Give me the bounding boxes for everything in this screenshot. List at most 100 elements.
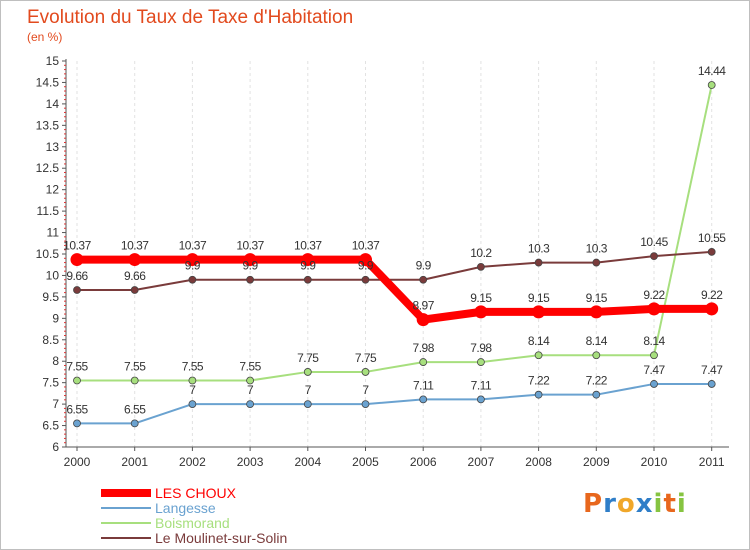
data-label: 8.14 [643, 334, 665, 348]
logo-letter: x [635, 489, 654, 519]
data-label: 7.55 [66, 360, 88, 374]
data-label: 7.22 [586, 374, 608, 388]
data-label: 8.97 [413, 299, 435, 313]
series-point [474, 305, 488, 319]
series-point [650, 380, 658, 388]
series-point [243, 253, 257, 267]
logo-letter: i [653, 489, 664, 519]
series-point [188, 400, 197, 409]
series-point [534, 258, 543, 267]
x-tick-label: 2010 [641, 455, 668, 469]
series-point [707, 380, 716, 388]
x-tick-label: 2001 [121, 455, 148, 469]
x-tick-label: 2006 [410, 455, 437, 469]
data-label: 7.22 [528, 374, 550, 388]
series-point [534, 390, 543, 399]
series-point [301, 253, 315, 267]
data-label: 7.55 [182, 360, 204, 374]
logo-letter: P [583, 489, 604, 519]
data-label: 7 [362, 383, 369, 397]
x-tick-label: 2000 [64, 455, 91, 469]
chart-unit-label: (en %) [27, 30, 63, 44]
series-point [419, 358, 428, 366]
series-point [650, 252, 658, 261]
data-label: 7 [247, 383, 254, 397]
series-line-0 [73, 255, 716, 324]
series-point [532, 305, 546, 319]
y-tick-label: 9.5 [42, 290, 59, 304]
chart-title: Evolution du Taux de Taxe d'Habitation [27, 7, 354, 28]
legend-item: Langesse [101, 500, 361, 516]
series-point [707, 247, 716, 256]
x-tick-label: 2007 [468, 455, 495, 469]
x-tick-label: 2005 [352, 455, 379, 469]
series-point [188, 275, 197, 284]
data-label: 7.75 [297, 351, 319, 365]
data-label: 10.2 [470, 246, 492, 260]
x-tick-label: 2008 [525, 455, 552, 469]
data-label: 10.3 [528, 242, 550, 256]
series-point [592, 258, 601, 267]
series-point [303, 275, 312, 284]
x-tick-label: 2004 [294, 455, 321, 469]
y-tick-label: 14.5 [36, 75, 60, 89]
data-label: 7 [189, 383, 196, 397]
data-label: 9.15 [528, 291, 550, 305]
data-label: 10.3 [586, 242, 608, 256]
series-point [130, 376, 139, 385]
data-label: 9.22 [701, 288, 723, 302]
data-label: 9.9 [185, 259, 201, 273]
legend-swatch [101, 507, 151, 509]
data-label: 9.66 [124, 269, 146, 283]
logo-letter: o [616, 489, 636, 519]
logo-letter: i [676, 489, 687, 519]
series-point [707, 81, 716, 89]
y-tick-label: 6.5 [42, 419, 59, 433]
data-label: 10.37 [294, 239, 322, 253]
logo-letter: r [603, 489, 617, 519]
data-label: 9.9 [243, 259, 259, 273]
series-point [246, 400, 255, 409]
data-label: 9.9 [416, 259, 432, 273]
data-label: 6.55 [124, 402, 146, 416]
series-point [476, 358, 485, 366]
logo-letter: t [663, 489, 677, 519]
legend-swatch [101, 522, 151, 524]
series-point [246, 275, 255, 284]
series-point [647, 302, 661, 316]
y-tick-label: 12 [46, 183, 60, 197]
series-point [73, 376, 81, 385]
series-point [246, 376, 255, 385]
y-tick-label: 14 [46, 97, 60, 111]
data-label: 7.55 [124, 360, 146, 374]
proxiti-logo: Proxiti [583, 489, 687, 519]
series-point [303, 368, 312, 376]
data-label: 10.37 [352, 239, 380, 253]
legend-label: Boismorand [155, 515, 230, 531]
data-label: 10.37 [63, 239, 91, 253]
data-label: 7.47 [643, 363, 665, 377]
data-label: 7 [305, 383, 312, 397]
data-label: 7.47 [701, 363, 723, 377]
legend-label: Langesse [155, 500, 216, 516]
data-label: 14.44 [698, 64, 726, 78]
x-tick-label: 2011 [699, 455, 725, 469]
series-point [476, 262, 485, 271]
y-tick-label: 12.5 [36, 161, 60, 175]
data-label: 9.9 [300, 259, 316, 273]
series-point [476, 395, 485, 404]
data-label: 7.98 [413, 341, 435, 355]
data-label: 9.15 [586, 291, 608, 305]
legend-label: Le Moulinet-sur-Solin [155, 530, 288, 546]
y-tick-label: 13.5 [36, 118, 60, 132]
x-tick-label: 2003 [237, 455, 264, 469]
data-label: 10.37 [179, 239, 207, 253]
data-label: 9.22 [643, 288, 665, 302]
y-tick-label: 9 [52, 311, 59, 325]
x-tick-label: 2002 [179, 455, 206, 469]
y-tick-label: 10 [46, 268, 60, 282]
series-point [361, 368, 370, 376]
series-point [359, 253, 372, 267]
